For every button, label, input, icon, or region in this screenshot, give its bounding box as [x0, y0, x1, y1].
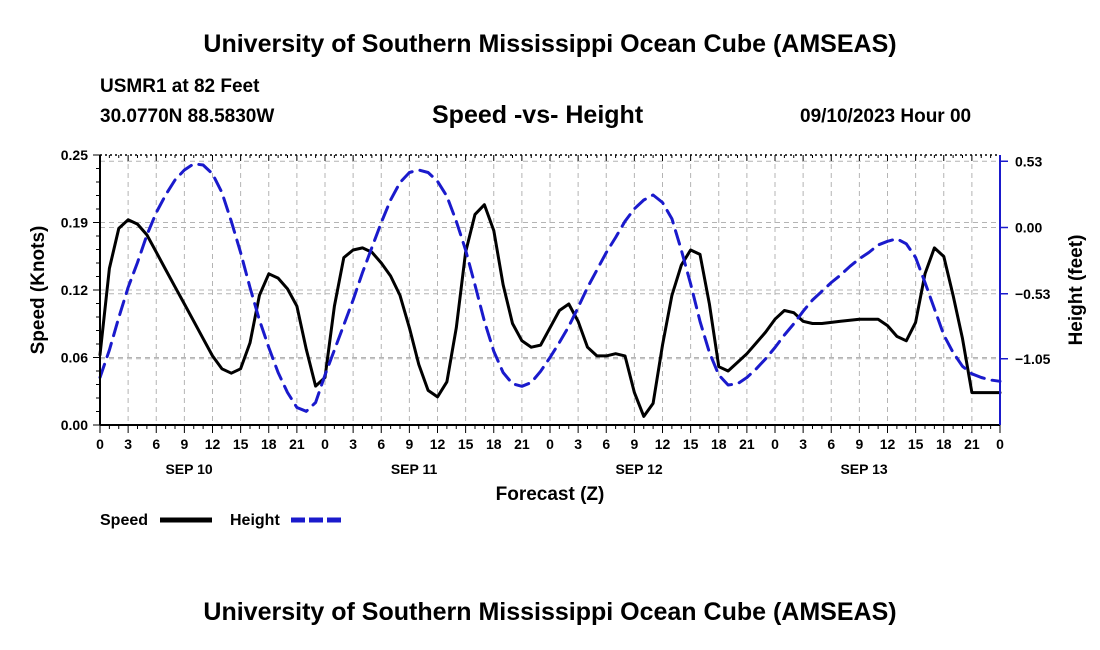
x-tick-label: 15 — [908, 436, 924, 452]
chart-title: Speed -vs- Height — [432, 101, 644, 129]
x-date-label: SEP 13 — [840, 461, 887, 477]
x-tick-label: 0 — [546, 436, 554, 452]
y-right-axis-title: Height (feet) — [1066, 235, 1087, 346]
x-tick-label: 9 — [630, 436, 638, 452]
x-tick-label: 6 — [827, 436, 835, 452]
y-right-tick-label: −0.53 — [1015, 286, 1051, 302]
y-right-tick-label: −1.05 — [1015, 351, 1051, 367]
x-tick-label: 18 — [261, 436, 277, 452]
y-left-tick-label: 0.25 — [61, 147, 88, 163]
x-tick-label: 21 — [514, 436, 530, 452]
x-tick-label: 3 — [124, 436, 132, 452]
x-tick-label: 21 — [964, 436, 980, 452]
forecast-datetime: 09/10/2023 Hour 00 — [800, 106, 972, 127]
x-tick-label: 9 — [180, 436, 188, 452]
series-line-speed — [98, 203, 1002, 418]
x-tick-label: 9 — [855, 436, 863, 452]
x-tick-label: 0 — [996, 436, 1004, 452]
x-tick-label: 0 — [96, 436, 104, 452]
x-tick-label: 18 — [711, 436, 727, 452]
x-date-label: SEP 10 — [165, 461, 212, 477]
y-left-tick-label: 0.06 — [61, 350, 88, 366]
x-axis-title: Forecast (Z) — [496, 484, 605, 505]
x-date-label: SEP 12 — [615, 461, 662, 477]
series-line-height — [98, 162, 1002, 413]
x-tick-label: 21 — [289, 436, 305, 452]
x-tick-label: 12 — [880, 436, 896, 452]
x-tick-label: 12 — [205, 436, 221, 452]
x-tick-label: 15 — [683, 436, 699, 452]
x-tick-label: 15 — [233, 436, 249, 452]
x-tick-label: 15 — [458, 436, 474, 452]
legend-label-height: Height — [230, 512, 280, 529]
y-right-tick-label: 0.00 — [1015, 220, 1042, 236]
x-tick-label: 6 — [602, 436, 610, 452]
x-tick-label: 3 — [799, 436, 807, 452]
x-tick-label: 6 — [152, 436, 160, 452]
station-coordinates: 30.0770N 88.5830W — [100, 106, 275, 127]
x-tick-label: 18 — [936, 436, 952, 452]
x-tick-label: 3 — [574, 436, 582, 452]
y-left-tick-label: 0.00 — [61, 417, 88, 433]
y-left-axis-title: Speed (Knots) — [28, 226, 49, 355]
y-left-tick-label: 0.12 — [61, 282, 88, 298]
x-tick-label: 0 — [771, 436, 779, 452]
x-tick-label: 6 — [377, 436, 385, 452]
x-tick-label: 3 — [349, 436, 357, 452]
x-tick-label: 12 — [430, 436, 446, 452]
x-date-label: SEP 11 — [391, 461, 438, 477]
station-label: USMR1 at 82 Feet — [100, 76, 260, 97]
x-tick-label: 0 — [321, 436, 329, 452]
x-tick-label: 18 — [486, 436, 502, 452]
y-left-tick-label: 0.19 — [61, 215, 88, 231]
footer-title: University of Southern Mississippi Ocean… — [203, 598, 897, 626]
x-tick-label: 9 — [405, 436, 413, 452]
y-right-tick-label: 0.53 — [1015, 153, 1042, 169]
x-tick-label: 21 — [739, 436, 755, 452]
x-tick-label: 12 — [655, 436, 671, 452]
page-title: University of Southern Mississippi Ocean… — [203, 30, 897, 58]
legend-label-speed: Speed — [100, 512, 148, 529]
